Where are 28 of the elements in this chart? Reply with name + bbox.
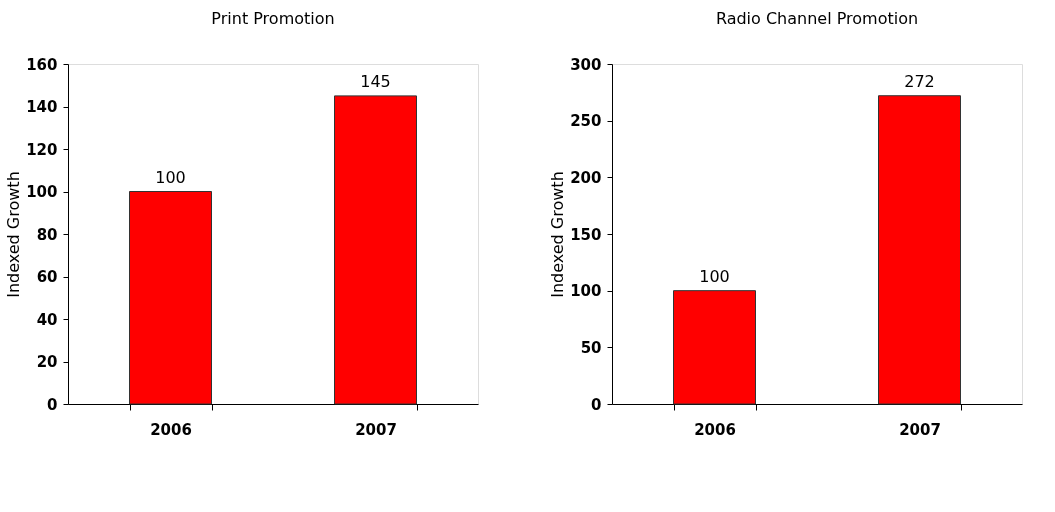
- y-axis-title: Indexed Growth: [548, 171, 568, 298]
- y-axis-title: Indexed Growth: [4, 171, 24, 298]
- y-tick-label: 60: [36, 268, 58, 286]
- y-tick-label: 150: [570, 225, 602, 244]
- x-tick-label: 2006: [694, 420, 736, 439]
- y-tick-label: 100: [26, 183, 58, 201]
- y-tick-label: 0: [47, 395, 58, 414]
- y-tick-label: 50: [580, 338, 602, 357]
- data-label: 100: [699, 266, 730, 286]
- y-tick-label: 40: [36, 310, 58, 329]
- x-tick-label: 2006: [150, 420, 192, 439]
- y-tick-label: 120: [26, 140, 58, 159]
- y-tick-label: 20: [36, 353, 58, 371]
- data-label: 272: [904, 71, 935, 91]
- y-tick-label: 100: [570, 282, 602, 301]
- chart-title: Radio Channel Promotion: [715, 9, 919, 28]
- y-tick-label: 140: [26, 98, 58, 116]
- y-tick-label: 160: [26, 55, 58, 74]
- y-tick-label: 250: [570, 112, 602, 131]
- x-tick-label: 2007: [355, 420, 397, 439]
- y-tick-label: 80: [36, 225, 58, 244]
- x-tick-label: 2007: [899, 420, 941, 439]
- chart-title: Print Promotion: [211, 9, 335, 28]
- data-label: 145: [360, 71, 391, 91]
- y-tick-label: 200: [570, 168, 602, 187]
- y-tick-label: 0: [591, 395, 602, 414]
- y-tick-label: 300: [570, 55, 602, 74]
- data-label: 100: [155, 167, 186, 187]
